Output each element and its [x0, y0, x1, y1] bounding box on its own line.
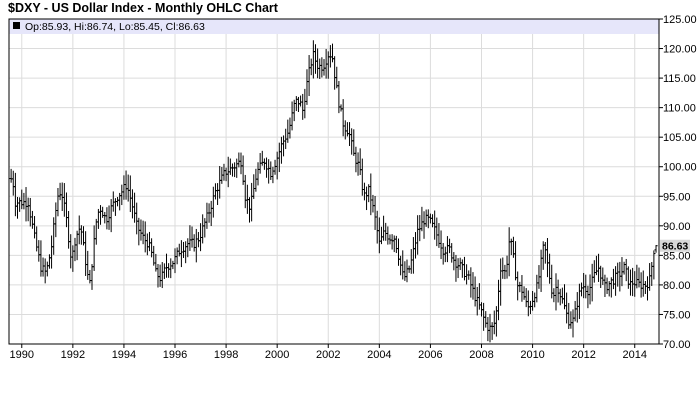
y-tick-label: 120.00: [663, 44, 697, 56]
x-tick-label: 2006: [418, 349, 442, 361]
y-axis: 70.00 75.00 80.00 85.00 90.00 95.00 100.00 105.…: [659, 14, 697, 351]
y-tick-label: 70.00: [663, 339, 691, 351]
plot-background: [9, 19, 659, 344]
plot-frame: [8, 18, 660, 345]
x-tick-label: 2000: [265, 349, 289, 361]
last-price-badge: [660, 239, 690, 252]
y-tick-label: 75.00: [663, 309, 691, 321]
last-price-marker: 86.63: [660, 239, 690, 253]
y-tick-label: 100.00: [663, 162, 697, 174]
y-tick-label: 105.00: [663, 132, 697, 144]
y-tick-label: 90.00: [663, 221, 691, 233]
x-tick-label: 1998: [214, 349, 238, 361]
legend-band: [9, 19, 659, 34]
x-tick-label: 2008: [469, 349, 493, 361]
x-tick-label: 1992: [61, 349, 85, 361]
x-tick-label: 2010: [520, 349, 544, 361]
x-tick-label: 2002: [316, 349, 340, 361]
chart-title: $DXY - US Dollar Index - Monthly OHLC Ch…: [8, 1, 278, 15]
x-tick-label: 2004: [367, 349, 391, 361]
y-tick-label: 95.00: [663, 191, 691, 203]
legend-square-icon: [13, 22, 20, 29]
x-tick-label: 1996: [163, 349, 187, 361]
last-price-label: 86.63: [662, 241, 688, 253]
y-tick-label: 115.00: [663, 73, 696, 85]
x-tick-label: 1994: [112, 349, 136, 361]
legend-ohlc-text: Op:85.93, Hi:86.74, Lo:85.45, Cl:86.63: [25, 21, 205, 33]
y-tick-label: 85.00: [663, 250, 691, 262]
ohlc-bars: [9, 40, 658, 343]
y-tick-label: 110.00: [663, 103, 696, 115]
y-tick-label: 125.00: [663, 14, 697, 26]
x-tick-label: 1990: [10, 349, 34, 361]
x-axis: 1990 1992 1994 1996 1998 2000 2002 2004 2006 2008…: [10, 344, 647, 361]
x-tick-label: 2012: [571, 349, 595, 361]
x-tick-label: 2014: [622, 349, 646, 361]
y-tick-label: 80.00: [663, 280, 691, 292]
